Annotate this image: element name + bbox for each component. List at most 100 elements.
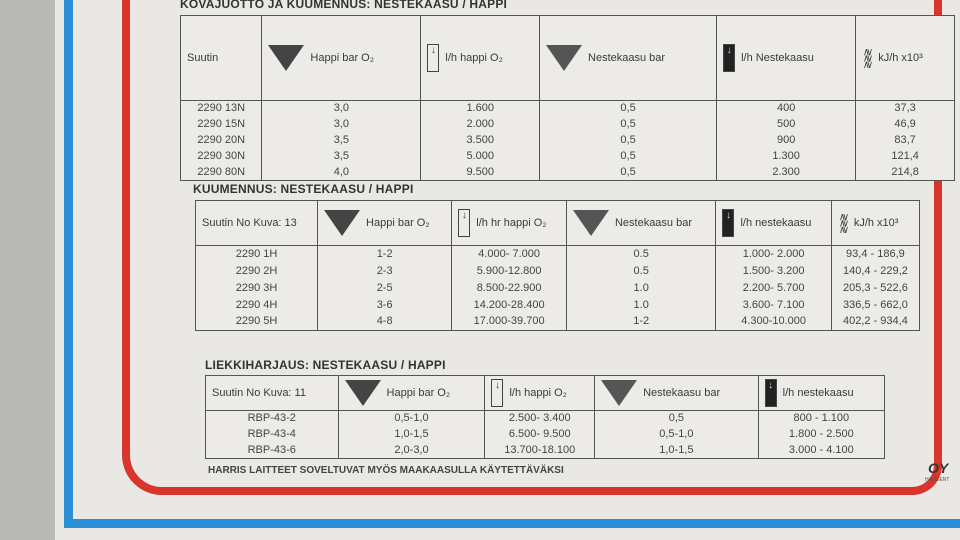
- table-cell: 0,5: [539, 148, 718, 165]
- pressure-gauge-oxygen-icon: [324, 210, 361, 236]
- table-cell: 2-3: [317, 262, 453, 280]
- table-cell: 3.500: [420, 132, 541, 149]
- table-cell: 1.500- 3.200: [715, 262, 832, 280]
- column-header: Nestekaasu bar: [539, 15, 718, 101]
- header-label: Suutin: [187, 52, 219, 64]
- table-row: 2290 4H 3-6 14.200-28.400 1.0 3.600- 7.100 33…: [194, 296, 921, 314]
- table-cell: 9.500: [420, 164, 541, 181]
- header-label: Suutin No Kuva: 13: [202, 217, 297, 229]
- table-cell: 3,5: [261, 148, 422, 165]
- pressure-gauge-gas-icon: [601, 380, 638, 406]
- header-label: Nestekaasu bar: [643, 387, 721, 399]
- column-header: ↓ l/h happi O₂: [484, 375, 596, 411]
- table-cell: 1.600: [420, 100, 541, 117]
- column-header: ≷≷≷ kJ/h x10³: [855, 15, 955, 101]
- table-row: RBP-43-4 1,0-1,5 6.500- 9.500 0,5-1,0 1.800 …: [205, 426, 886, 443]
- column-header: Happi bar O₂: [261, 15, 422, 101]
- table-row: 2290 3H 2-5 8.500-22.900 1.0 2.200- 5.700 205…: [194, 279, 921, 297]
- section-title-2: KUUMENNUS: NESTEKAASU / HAPPI: [193, 182, 414, 196]
- table-cell: 800 - 1.100: [757, 410, 886, 427]
- section-title-1: KOVAJUOTTO JA KUUMENNUS: NESTEKAASU / HA…: [180, 0, 508, 11]
- heat-coil-icon: ≷≷≷: [837, 213, 849, 233]
- table-cell: 2290 4H: [194, 296, 319, 314]
- heat-coil-icon: ≷≷≷: [862, 48, 874, 68]
- table-cell: 1.800 - 2.500: [757, 426, 886, 443]
- table-cell: 214,8: [855, 164, 955, 181]
- table-flame-brushing: Suutin No Kuva: 11 Happi bar O₂ ↓ l/h happi…: [205, 375, 886, 459]
- flowmeter-oxygen-icon: ↓: [458, 209, 471, 237]
- table-cell: 17.000-39.700: [451, 313, 567, 331]
- table-cell: 8.500-22.900: [451, 279, 567, 297]
- header-label: l/h happi O₂: [445, 52, 503, 64]
- column-header: ↓ l/h nestekaasu: [715, 200, 832, 246]
- pressure-gauge-gas-icon: [572, 210, 609, 236]
- table-cell: 2.500- 3.400: [484, 410, 596, 427]
- section-title-3: LIEKKIHARJAUS: NESTEKAASU / HAPPI: [205, 358, 446, 372]
- table-cell: 2290 15N: [179, 116, 263, 133]
- column-header: ↓ l/h happi O₂: [420, 15, 541, 101]
- blue-border-bottom: [64, 519, 960, 528]
- table-row: RBP-43-6 2,0-3,0 13.700-18.100 1,0-1,5 3.000…: [205, 442, 886, 459]
- column-header: Nestekaasu bar: [565, 200, 717, 246]
- table-cell: 4.000- 7.000: [451, 245, 567, 263]
- table-heating: Suutin No Kuva: 13 Happi bar O₂ ↓ l/h hr ha…: [194, 200, 921, 331]
- header-label: Happi bar O₂: [386, 387, 451, 399]
- table-cell: 4,0: [261, 164, 422, 181]
- table-cell: 3.600- 7.100: [715, 296, 832, 314]
- table-cell: 1-2: [317, 245, 453, 263]
- table-cell: 900: [716, 132, 857, 149]
- table-cell: 2.300: [716, 164, 857, 181]
- column-header: ↓ l/h nestekaasu: [757, 375, 886, 411]
- table-cell: 2.000: [420, 116, 541, 133]
- table-cell: 140,4 - 229,2: [830, 262, 921, 280]
- blue-border: [64, 0, 74, 528]
- header-label: l/h happi O₂: [509, 387, 567, 399]
- table-cell: 0,5: [539, 116, 718, 133]
- table-cell: 37,3: [855, 100, 955, 117]
- table-cell: 4-8: [317, 313, 453, 331]
- table-cell: 0,5-1,0: [594, 426, 759, 443]
- table-cell: 13.700-18.100: [484, 442, 596, 459]
- red-border: [122, 0, 942, 495]
- column-header: Happi bar O₂: [337, 375, 486, 411]
- header-label: l/h hr happi O₂: [476, 217, 547, 229]
- table-cell: 1.0: [565, 279, 717, 297]
- table-cell: 2290 2H: [194, 262, 319, 280]
- table-cell: 0,5-1,0: [337, 410, 486, 427]
- pressure-gauge-gas-icon: [546, 45, 583, 71]
- table-row: 2290 13N 3,0 1.600 0,5 400 37,3: [179, 100, 955, 117]
- table-cell: 1.000- 2.000: [715, 245, 832, 263]
- footer-note: HARRIS LAITTEET SOVELTUVAT MYÖS MAAKAASU…: [208, 465, 564, 476]
- brand-subtext: HAMEENT: [925, 477, 950, 483]
- table-cell: 1.0: [565, 296, 717, 314]
- table-cell: 2290 20N: [179, 132, 263, 149]
- flowmeter-oxygen-icon: ↓: [427, 44, 440, 72]
- table-row: RBP-43-2 0,5-1,0 2.500- 3.400 0,5 800 - 1.10…: [205, 410, 886, 427]
- table-cell: 402,2 - 934,4: [830, 313, 921, 331]
- table-cell: 2290 1H: [194, 245, 319, 263]
- header-label: kJ/h x10³: [878, 51, 923, 64]
- table-cell: 2290 5H: [194, 313, 319, 331]
- table-cell: 1,0-1,5: [337, 426, 486, 443]
- table-cell: 1,0-1,5: [594, 442, 759, 459]
- header-label: Happi bar O₂: [310, 52, 374, 64]
- column-header: ≷≷≷ kJ/h x10³: [830, 200, 921, 246]
- wall: [0, 0, 58, 540]
- header-label: Nestekaasu bar: [588, 52, 666, 64]
- table-cell: RBP-43-4: [205, 426, 339, 443]
- table-cell: 3,0: [261, 100, 422, 117]
- table-cell: 0.5: [565, 245, 717, 263]
- table-cell: 2290 30N: [179, 148, 263, 165]
- table-cell: 3-6: [317, 296, 453, 314]
- table-cell: 2290 80N: [179, 164, 263, 181]
- table-cell: 205,3 - 522,6: [830, 279, 921, 297]
- flowmeter-oxygen-icon: ↓: [491, 379, 504, 407]
- header-row: Suutin Happi bar O₂ ↓ l/h happi O₂ Nestekaas…: [179, 15, 955, 101]
- header-label: l/h nestekaasu: [740, 217, 812, 229]
- pressure-gauge-oxygen-icon: [344, 380, 381, 406]
- pressure-gauge-oxygen-icon: [268, 45, 305, 71]
- table-cell: 2290 13N: [179, 100, 263, 117]
- table-cell: 14.200-28.400: [451, 296, 567, 314]
- table-cell: 2,0-3,0: [337, 442, 486, 459]
- column-header: Happi bar O₂: [317, 200, 453, 246]
